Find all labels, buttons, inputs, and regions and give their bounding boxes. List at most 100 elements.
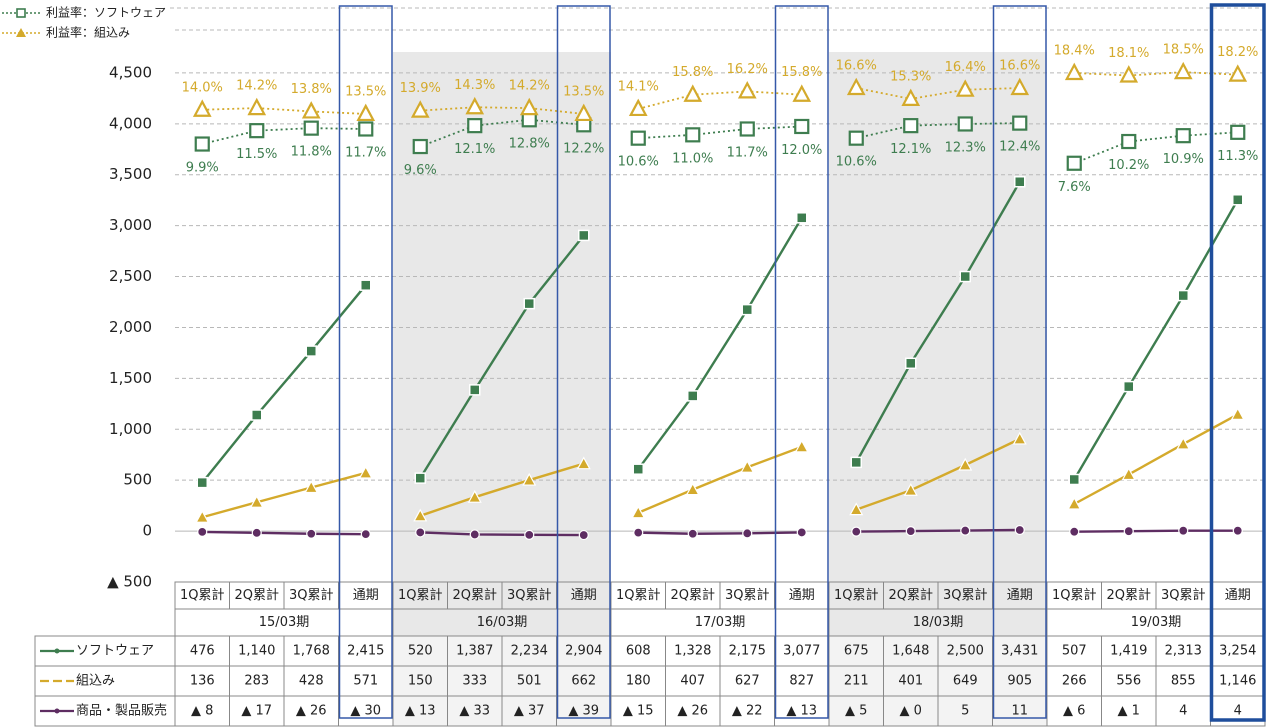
- table-value: 2,234: [511, 644, 548, 659]
- series-line: [856, 528, 1020, 533]
- series-line: [419, 462, 585, 517]
- marker: [356, 103, 376, 122]
- marker: [195, 509, 210, 523]
- table-value: 407: [680, 674, 705, 689]
- y-tick-label: 2,000: [109, 318, 152, 336]
- table-value: 4: [1234, 704, 1242, 719]
- x-tick-label: 1Q累計: [1052, 587, 1097, 603]
- data-label: 18.4%: [1054, 43, 1095, 58]
- highlight-box: [992, 5, 1047, 719]
- marker: [306, 528, 317, 539]
- table-value: 266: [1062, 674, 1087, 689]
- data-label: 12.1%: [890, 142, 931, 157]
- marker: [850, 456, 862, 469]
- table-value: 1,387: [456, 644, 493, 659]
- period-label: 17/03期: [695, 615, 745, 630]
- marker: [524, 529, 535, 540]
- table-value: 150: [408, 674, 433, 689]
- y-tick-label: 1,500: [109, 369, 152, 387]
- data-label: 16.4%: [945, 60, 986, 75]
- data-label: 10.6%: [618, 155, 659, 170]
- series-line: [202, 107, 366, 115]
- marker: [1230, 407, 1245, 421]
- marker: [578, 229, 590, 242]
- data-label: 15.8%: [672, 65, 713, 80]
- marker: [465, 96, 485, 115]
- marker: [1119, 65, 1139, 83]
- marker: [410, 100, 430, 118]
- y-tick-label: 4,000: [109, 114, 152, 132]
- marker: [247, 97, 267, 116]
- series-line: [420, 531, 584, 537]
- x-tick-label: 2Q累計: [452, 587, 497, 603]
- marker: [522, 472, 537, 486]
- x-tick-label: 3Q累計: [507, 587, 552, 603]
- data-label: 14.3%: [454, 78, 495, 93]
- marker: [632, 463, 644, 475]
- table-value: 662: [571, 674, 596, 689]
- marker: [905, 525, 916, 537]
- series-line: [855, 437, 1021, 511]
- marker: [737, 81, 757, 99]
- series-line: [420, 106, 584, 115]
- marker: [467, 118, 483, 134]
- x-tick-label: 3Q累計: [725, 587, 770, 603]
- marker: [196, 476, 208, 489]
- x-tick-label: 通期: [353, 588, 379, 603]
- data-label: 11.7%: [727, 145, 768, 160]
- marker: [905, 357, 917, 370]
- y-tick-label: 0: [142, 522, 152, 540]
- marker: [630, 130, 646, 146]
- table-value: ▲ 37: [514, 704, 545, 719]
- table-value: 11: [1011, 704, 1028, 719]
- table-value: 675: [844, 644, 869, 659]
- marker: [1064, 62, 1084, 81]
- marker: [1121, 467, 1136, 481]
- marker: [1176, 436, 1191, 450]
- series-line: [638, 90, 802, 110]
- marker: [1232, 525, 1243, 536]
- marker: [413, 508, 428, 522]
- table-value: 3,077: [783, 644, 820, 659]
- x-tick-label: 3Q累計: [1161, 587, 1206, 603]
- marker: [794, 118, 810, 135]
- x-tick-label: 通期: [1007, 588, 1033, 603]
- series-line: [419, 118, 584, 148]
- marker: [1066, 155, 1082, 171]
- table-value: 649: [953, 674, 978, 689]
- table-value: ▲ 26: [677, 704, 708, 719]
- table-value: 180: [626, 674, 651, 689]
- marker: [958, 457, 973, 471]
- highlight-box: [774, 5, 829, 719]
- marker: [1069, 526, 1080, 537]
- table-value: ▲ 1: [1118, 704, 1140, 719]
- y-tick-label: 3,000: [109, 216, 152, 234]
- data-label: 11.7%: [345, 145, 386, 160]
- table-value: 1,768: [293, 644, 330, 659]
- table-value: 2,904: [565, 644, 602, 659]
- data-label: 14.1%: [618, 79, 659, 94]
- period-shade: [829, 52, 1047, 636]
- marker: [578, 529, 589, 541]
- table-value: ▲ 13: [405, 704, 436, 719]
- marker: [740, 459, 755, 473]
- marker: [1232, 194, 1244, 206]
- table-value: 556: [1116, 674, 1141, 689]
- marker: [851, 526, 862, 537]
- data-label: 13.9%: [400, 81, 441, 96]
- x-tick-label: 通期: [1225, 588, 1251, 603]
- data-label: 12.3%: [945, 140, 986, 155]
- table-value: 1,146: [1219, 674, 1256, 689]
- table-value: 333: [462, 674, 487, 689]
- data-label: 18.5%: [1163, 43, 1204, 58]
- marker: [687, 390, 699, 402]
- marker: [521, 112, 537, 128]
- marker: [957, 116, 973, 132]
- row-header-label: 商品・製品販売: [76, 703, 167, 719]
- y-tick-label: 500: [123, 471, 152, 489]
- marker: [1012, 115, 1028, 131]
- marker: [414, 472, 426, 484]
- row-header-label: 組込み: [76, 674, 115, 689]
- table-value: 2,313: [1165, 644, 1202, 659]
